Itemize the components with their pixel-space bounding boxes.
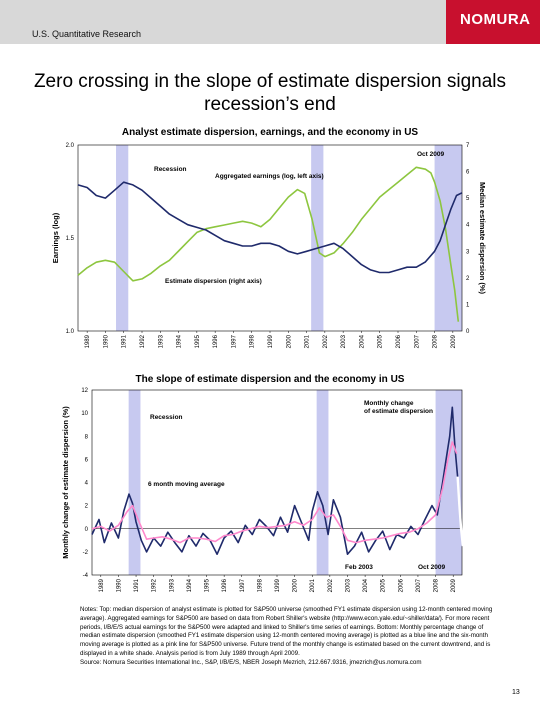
section-label: U.S. Quantitative Research — [32, 29, 142, 39]
y-tick-label-1-5: 2 — [85, 504, 89, 510]
annotation-dispersion: Estimate dispersion (right axis) — [165, 278, 262, 285]
annotation-oct-2009-top: Oct 2009 — [417, 151, 444, 158]
y-tick-label-1-7: -2 — [83, 550, 89, 556]
y-right-tick-label-6: 6 — [466, 170, 470, 176]
x-tick-label-1-0: 1989 — [99, 578, 105, 592]
recession-band-0-2 — [434, 145, 462, 331]
x-tick-label-0-20: 2009 — [451, 334, 457, 348]
x-tick-label-0-7: 1996 — [213, 334, 219, 348]
x-tick-label-0-0: 1989 — [85, 334, 91, 348]
y-tick-label-1-3: 6 — [85, 457, 89, 463]
recession-band-1-0 — [128, 390, 141, 575]
x-tick-label-0-18: 2007 — [414, 334, 420, 348]
y-right-tick-label-7: 7 — [466, 143, 470, 149]
x-tick-label-1-5: 1994 — [187, 578, 193, 592]
page-number: 13 — [512, 689, 520, 696]
x-tick-label-0-5: 1994 — [177, 334, 183, 348]
y-tick-label-1-6: 0 — [85, 527, 89, 533]
y-right-tick-label-4: 4 — [466, 223, 470, 229]
x-tick-label-0-19: 2008 — [433, 334, 439, 348]
y-right-axis-title: Median estimate dispersion (%) — [478, 182, 487, 295]
x-tick-label-1-6: 1995 — [205, 578, 211, 592]
logo-text: NOMURA — [460, 11, 531, 28]
x-tick-label-1-10: 1999 — [275, 578, 281, 592]
x-tick-label-1-11: 2000 — [293, 578, 299, 592]
y-tick-label-1-0: 12 — [81, 388, 88, 394]
y-tick-label-1-8: -4 — [83, 573, 89, 579]
x-tick-label-0-13: 2002 — [323, 334, 329, 348]
nomura-logo: NOMURA — [446, 0, 540, 44]
annotation-moving-average: 6 month moving average — [148, 481, 225, 488]
annotation-recession-bottom: Recession — [150, 414, 183, 421]
annotation-feb-2003: Feb 2003 — [345, 564, 373, 571]
annotation-earnings: Aggregated earnings (log, left axis) — [215, 173, 324, 180]
x-tick-label-1-12: 2001 — [310, 578, 316, 592]
x-tick-label-0-3: 1992 — [140, 334, 146, 348]
y-tick-label-0-2: 2.0 — [66, 143, 75, 149]
x-tick-label-0-17: 2006 — [396, 334, 402, 348]
x-tick-label-0-16: 2005 — [378, 334, 384, 348]
x-tick-label-1-17: 2006 — [398, 578, 404, 592]
x-tick-label-1-14: 2003 — [345, 578, 351, 592]
y-tick-label-1-1: 10 — [81, 411, 88, 417]
y-tick-label-0-1: 1.5 — [66, 236, 75, 242]
y-right-tick-label-1: 1 — [466, 302, 470, 308]
x-tick-label-0-10: 1999 — [268, 334, 274, 348]
series-line-1-2 — [456, 476, 465, 547]
x-tick-label-0-15: 2004 — [359, 334, 365, 348]
annotation-recession-top: Recession — [154, 166, 187, 173]
x-tick-label-1-15: 2004 — [363, 578, 369, 592]
series-line-0-1 — [77, 181, 463, 274]
series-line-1-1 — [91, 441, 458, 544]
x-tick-label-0-8: 1997 — [231, 334, 237, 348]
source-text: Source: Nomura Securities International … — [80, 658, 260, 666]
recession-band-1-1 — [316, 390, 329, 575]
x-tick-label-0-14: 2003 — [341, 334, 347, 348]
x-tick-label-1-2: 1991 — [134, 578, 140, 592]
bottom-chart-title: The slope of estimate dispersion and the… — [135, 374, 405, 385]
x-tick-label-1-18: 2007 — [416, 578, 422, 592]
recession-band-0-1 — [311, 145, 324, 331]
x-tick-label-1-13: 2002 — [328, 578, 334, 592]
x-tick-label-0-12: 2001 — [305, 334, 311, 348]
x-tick-label-1-3: 1992 — [152, 578, 158, 592]
x-tick-label-1-20: 2009 — [451, 578, 457, 592]
y-tick-label-0-0: 1.0 — [66, 329, 75, 335]
x-tick-label-0-9: 1998 — [250, 334, 256, 348]
recession-band-0-0 — [116, 145, 129, 331]
series-line-1-0 — [91, 406, 459, 556]
y-tick-label-1-4: 4 — [85, 481, 89, 487]
x-tick-label-0-11: 2000 — [286, 334, 292, 348]
annotation-monthly-change: Monthly change of estimate dispersion — [364, 400, 433, 415]
x-tick-label-1-7: 1996 — [222, 578, 228, 592]
contact-text: Joseph Mezrich, 212.667.9316, jmezrich@u… — [261, 658, 422, 666]
y-axis-title-0: Earnings (log) — [51, 212, 60, 263]
notes-text: Notes: Top: median dispersion of analyst… — [80, 606, 493, 657]
y-tick-label-1-2: 8 — [85, 434, 89, 440]
notes-block: Notes: Top: median dispersion of analyst… — [80, 606, 500, 668]
x-tick-label-1-16: 2005 — [381, 578, 387, 592]
series-line-0-0 — [77, 166, 460, 322]
y-right-tick-label-3: 3 — [466, 249, 470, 255]
x-tick-label-0-6: 1995 — [195, 334, 201, 348]
y-axis-title-1: Monthly change of estimate dispersion (%… — [61, 406, 70, 559]
x-tick-label-1-9: 1998 — [257, 578, 263, 592]
x-tick-label-1-8: 1997 — [240, 578, 246, 592]
y-right-tick-label-5: 5 — [466, 196, 470, 202]
annotation-oct-2009-bottom: Oct 2009 — [418, 564, 445, 571]
x-tick-label-0-4: 1993 — [158, 334, 164, 348]
y-right-tick-label-0: 0 — [466, 329, 470, 335]
slide-title: Zero crossing in the slope of estimate d… — [33, 71, 507, 115]
x-tick-label-0-2: 1991 — [122, 334, 128, 348]
y-right-tick-label-2: 2 — [466, 276, 470, 282]
x-tick-label-1-1: 1990 — [116, 578, 122, 592]
x-tick-label-1-4: 1993 — [169, 578, 175, 592]
x-tick-label-1-19: 2008 — [434, 578, 440, 592]
x-tick-label-0-1: 1990 — [103, 334, 109, 348]
top-chart-title: Analyst estimate dispersion, earnings, a… — [121, 127, 419, 138]
